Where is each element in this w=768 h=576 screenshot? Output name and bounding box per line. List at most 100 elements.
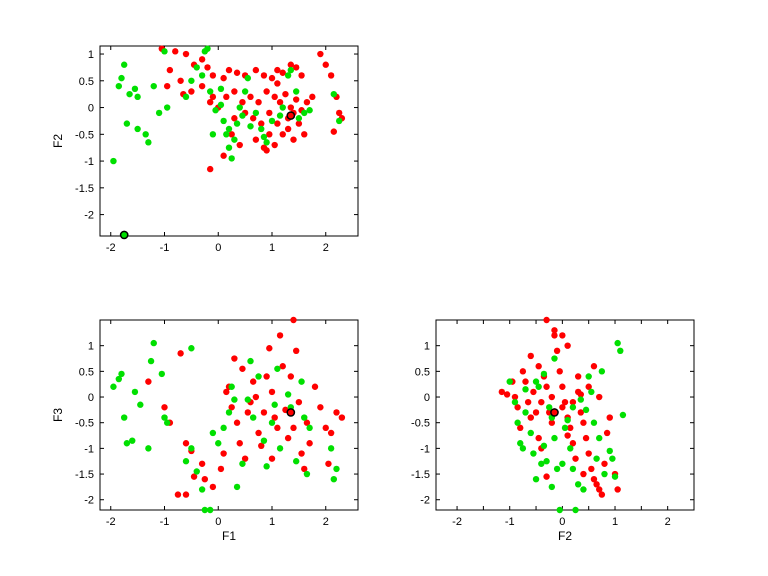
data-point xyxy=(198,56,206,63)
data-point xyxy=(614,339,621,347)
data-point xyxy=(561,398,569,406)
data-point xyxy=(279,69,286,76)
data-point xyxy=(292,458,300,465)
data-point xyxy=(225,144,233,151)
data-point xyxy=(247,357,254,365)
series-0 xyxy=(158,45,346,173)
data-point xyxy=(215,440,222,447)
data-point xyxy=(241,455,249,462)
data-point xyxy=(120,61,128,68)
axes-box xyxy=(435,319,695,511)
data-point xyxy=(145,139,152,146)
y-tick-label: 0 xyxy=(88,103,94,115)
data-point xyxy=(524,398,532,406)
data-point xyxy=(188,345,195,352)
x-tick-label: 2 xyxy=(323,242,329,254)
data-point xyxy=(306,107,313,114)
data-point xyxy=(551,327,558,334)
y-tick-label: 1 xyxy=(424,341,430,353)
data-point xyxy=(580,486,587,493)
y-tick-label: -1.5 xyxy=(75,469,94,481)
data-point xyxy=(182,93,190,101)
data-point xyxy=(126,90,133,98)
data-point xyxy=(161,414,168,421)
data-point xyxy=(239,365,246,372)
data-point xyxy=(271,401,278,408)
data-point xyxy=(279,131,286,138)
data-point xyxy=(582,406,590,414)
data-point xyxy=(292,96,300,103)
data-point xyxy=(244,409,252,416)
data-point xyxy=(290,424,297,432)
data-point xyxy=(220,450,227,457)
data-point xyxy=(161,404,168,411)
data-point xyxy=(204,64,211,71)
data-point xyxy=(123,120,131,127)
data-point xyxy=(298,72,305,79)
data-point xyxy=(564,416,571,424)
data-point xyxy=(217,465,225,473)
data-point xyxy=(209,93,217,101)
data-point xyxy=(279,363,286,370)
data-point xyxy=(290,136,297,143)
data-point xyxy=(268,419,276,426)
scatter-f1-f2: -2 -1 0 1 2 -2 -1.5 -1 -0.5 0 0.5 1 F2 xyxy=(51,45,359,254)
data-point xyxy=(614,486,621,493)
x-tick-label: -1 xyxy=(160,242,170,254)
data-point xyxy=(220,117,227,125)
data-point xyxy=(330,475,338,483)
data-point xyxy=(330,90,338,98)
data-point xyxy=(522,378,529,385)
data-point xyxy=(548,483,556,491)
data-point xyxy=(617,347,624,355)
data-point xyxy=(120,414,128,421)
data-point xyxy=(546,404,553,411)
data-point xyxy=(161,48,168,55)
x-tick-label: 1 xyxy=(269,242,275,254)
data-point xyxy=(619,411,627,419)
data-point xyxy=(540,370,548,378)
data-point xyxy=(527,352,534,360)
data-point xyxy=(317,404,324,411)
data-point xyxy=(577,391,584,398)
data-point xyxy=(588,388,595,396)
data-point xyxy=(268,388,276,396)
data-point xyxy=(572,455,579,462)
data-point xyxy=(212,107,219,114)
data-point xyxy=(301,414,308,421)
data-point xyxy=(163,419,171,426)
x-tick-label: -2 xyxy=(106,242,116,254)
data-point xyxy=(585,450,592,457)
data-point xyxy=(225,66,233,74)
series-2 xyxy=(286,408,296,417)
data-point xyxy=(506,378,513,385)
data-point xyxy=(150,82,157,90)
data-point xyxy=(166,66,174,74)
data-point xyxy=(131,388,139,396)
data-point xyxy=(335,109,343,117)
data-point xyxy=(284,125,292,133)
data-point xyxy=(559,404,566,411)
data-point xyxy=(514,419,521,426)
data-point xyxy=(532,409,540,416)
highlighted-point xyxy=(550,408,559,417)
data-point xyxy=(551,332,558,339)
data-point xyxy=(249,115,257,122)
data-point xyxy=(292,347,300,355)
data-point xyxy=(559,460,566,467)
y-tick-label: -1.5 xyxy=(411,469,430,481)
data-point xyxy=(564,342,571,349)
data-point xyxy=(182,440,190,447)
data-point xyxy=(601,470,608,478)
data-point xyxy=(322,61,329,68)
data-point xyxy=(569,465,577,473)
data-point xyxy=(580,419,587,426)
y-tick-label: -2 xyxy=(84,495,94,507)
data-point xyxy=(209,72,217,79)
data-point xyxy=(522,386,529,393)
data-point xyxy=(244,74,252,82)
data-point xyxy=(588,465,595,473)
data-point xyxy=(538,398,545,406)
data-point xyxy=(263,88,270,95)
